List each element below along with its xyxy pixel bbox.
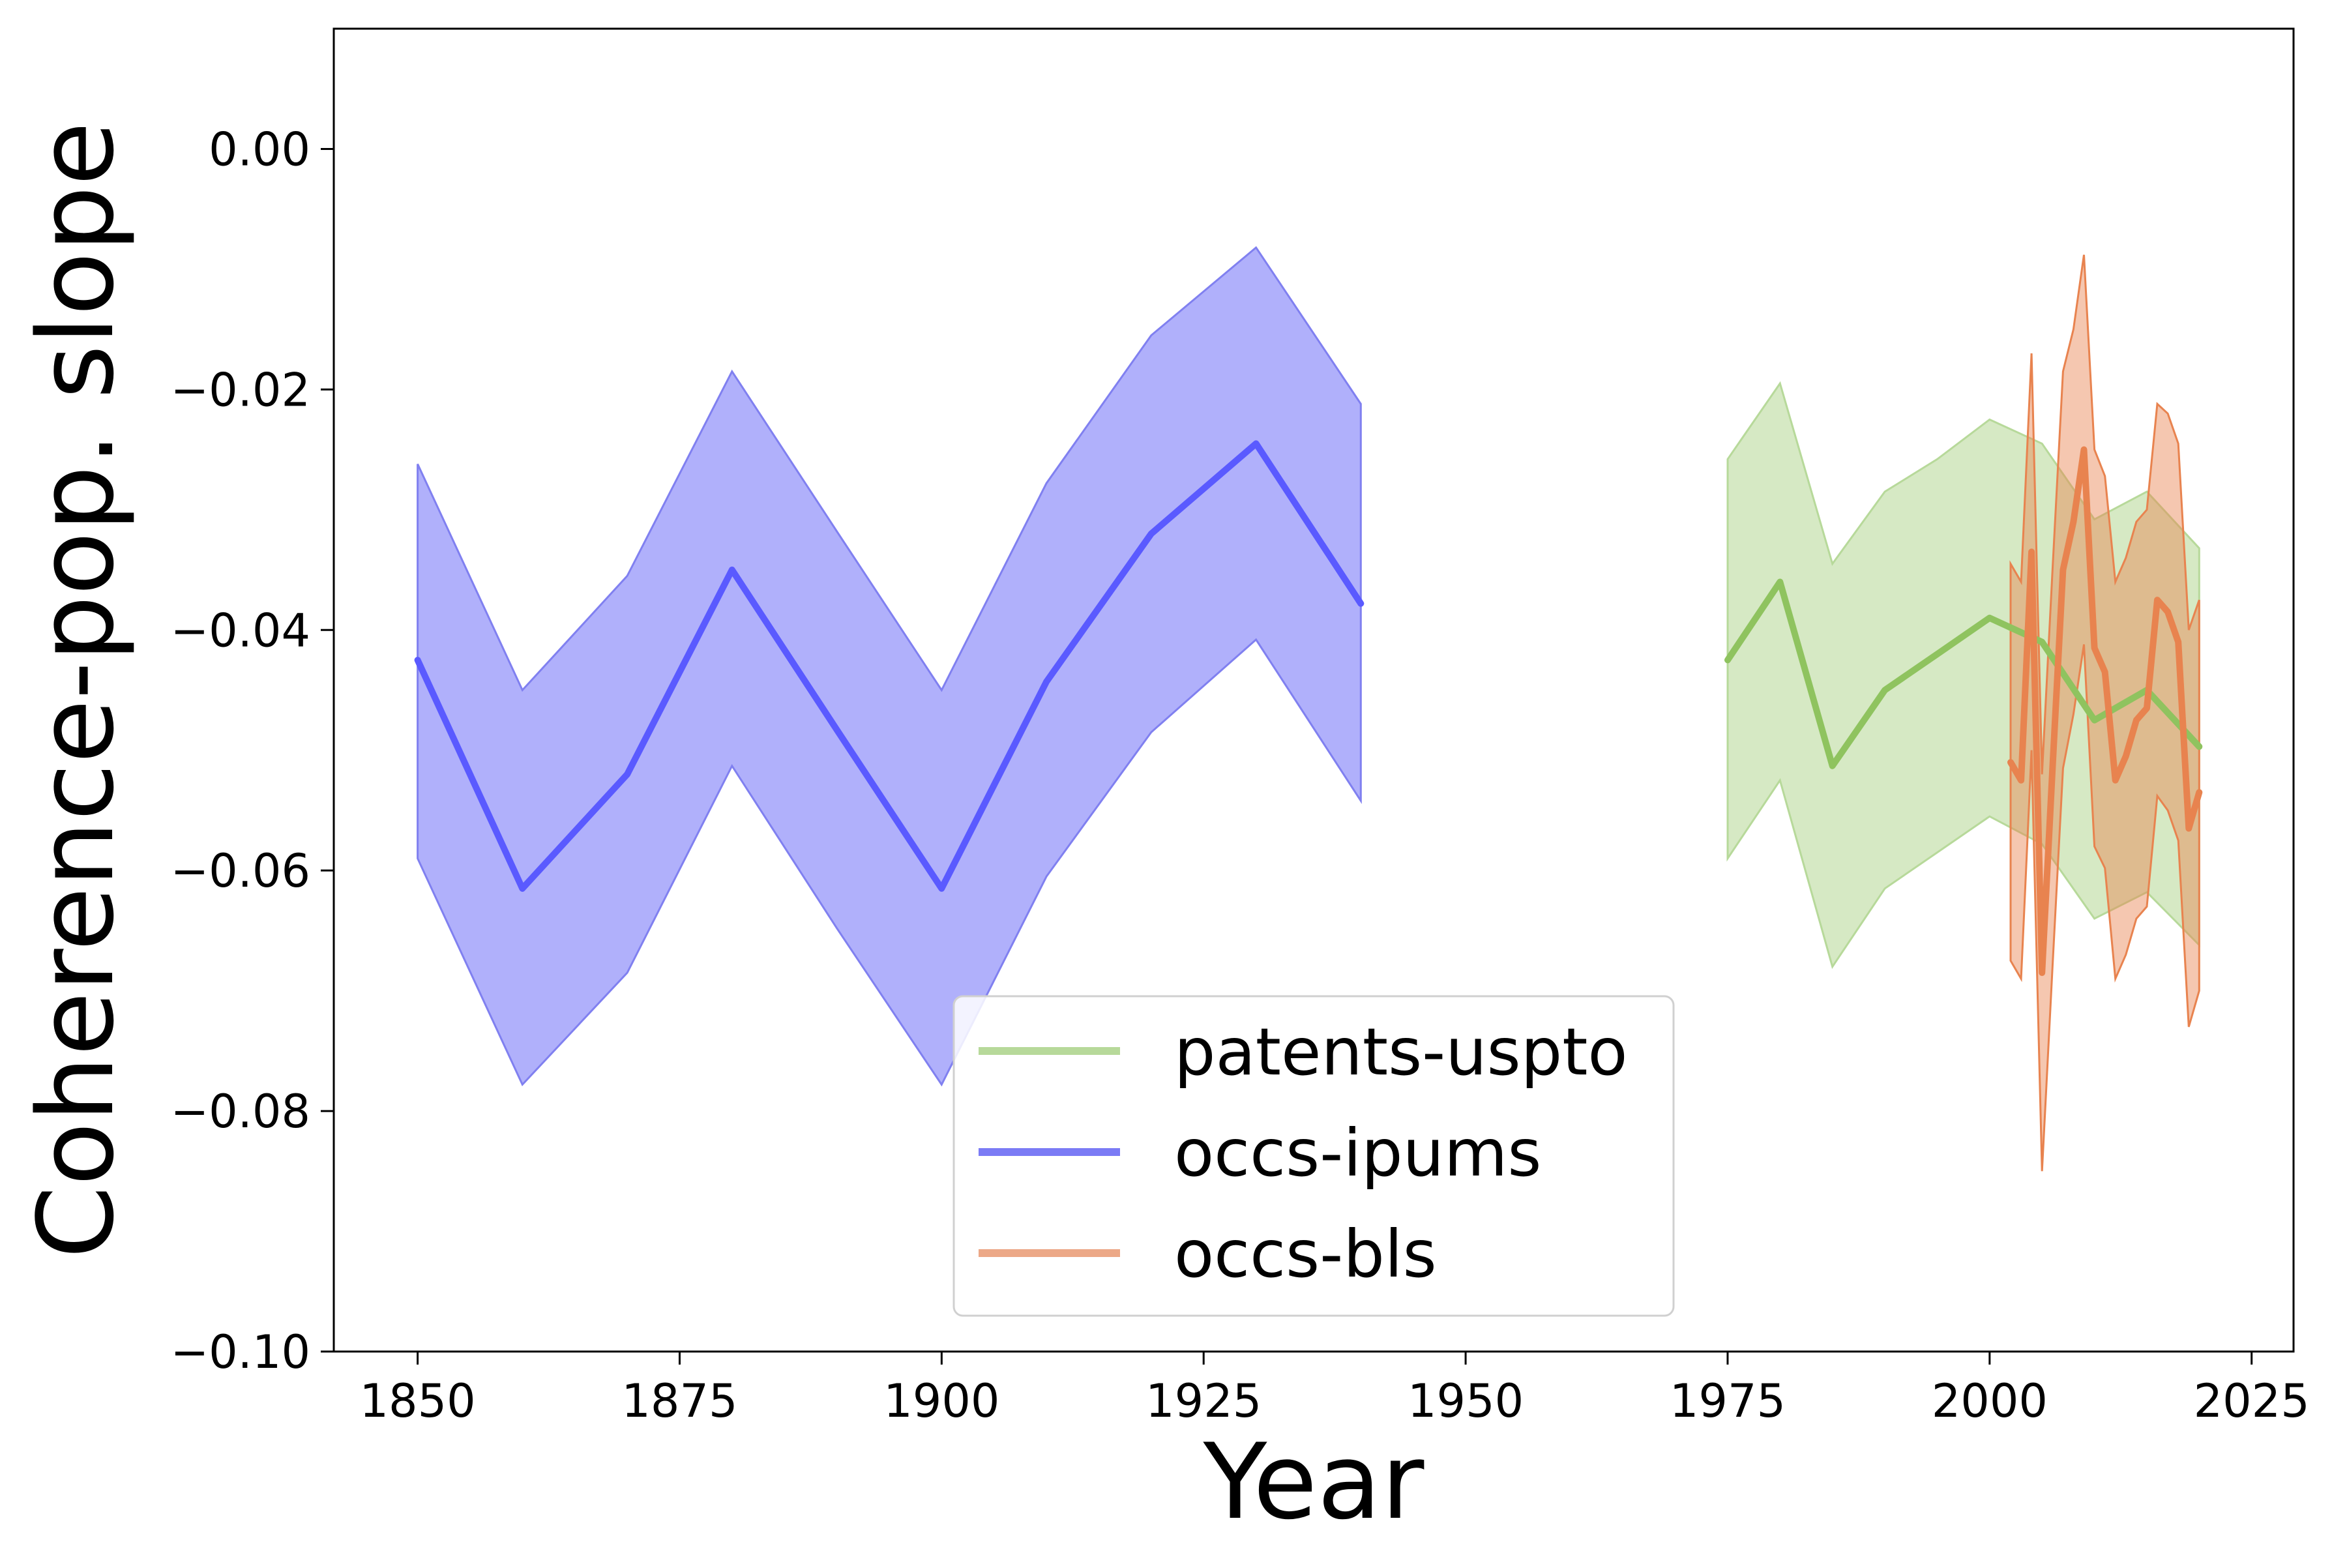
- y-tick-label: −0.08: [170, 1085, 310, 1138]
- y-tick-label: −0.06: [170, 844, 310, 898]
- y-axis-ticks: 0.00 −0.02 −0.04 −0.06 −0.08 −0.10: [170, 123, 334, 1379]
- x-tick-label: 1850: [360, 1374, 476, 1428]
- x-tick-label: 1950: [1408, 1374, 1524, 1428]
- x-axis-ticks: 1850 1875 1900 1925 1950 1975 2000 2025: [360, 1352, 2310, 1428]
- legend-label-patents-uspto: patents-uspto: [1174, 1014, 1628, 1090]
- x-tick-label: 1925: [1145, 1374, 1262, 1428]
- legend: patents-uspto occs-ipums occs-bls: [952, 995, 1675, 1317]
- band-occs-ipums: [417, 246, 1362, 1087]
- legend-box: [952, 995, 1675, 1317]
- y-tick-label: −0.04: [170, 604, 310, 657]
- x-tick-label: 1875: [621, 1374, 737, 1428]
- series-lines: [414, 440, 2203, 976]
- y-tick-label: −0.10: [170, 1325, 310, 1379]
- x-tick-label: 2000: [1932, 1374, 2048, 1428]
- x-tick-label: 1900: [883, 1374, 999, 1428]
- x-axis-title: Year: [1203, 1421, 1424, 1543]
- x-tick-label: 2025: [2194, 1374, 2310, 1428]
- line-occs-bls: [2007, 446, 2203, 976]
- y-tick-label: 0.00: [209, 123, 310, 176]
- x-tick-label: 1975: [1670, 1374, 1786, 1428]
- legend-label-occs-ipums: occs-ipums: [1174, 1115, 1541, 1191]
- y-axis-title: Coherence-pop. slope: [15, 121, 137, 1258]
- legend-label-occs-bls: occs-bls: [1174, 1216, 1437, 1292]
- y-tick-label: −0.02: [170, 363, 310, 417]
- line-occs-ipums: [414, 440, 1365, 892]
- plot-frame: [332, 27, 2295, 1353]
- line-patents-uspto: [1724, 578, 2203, 769]
